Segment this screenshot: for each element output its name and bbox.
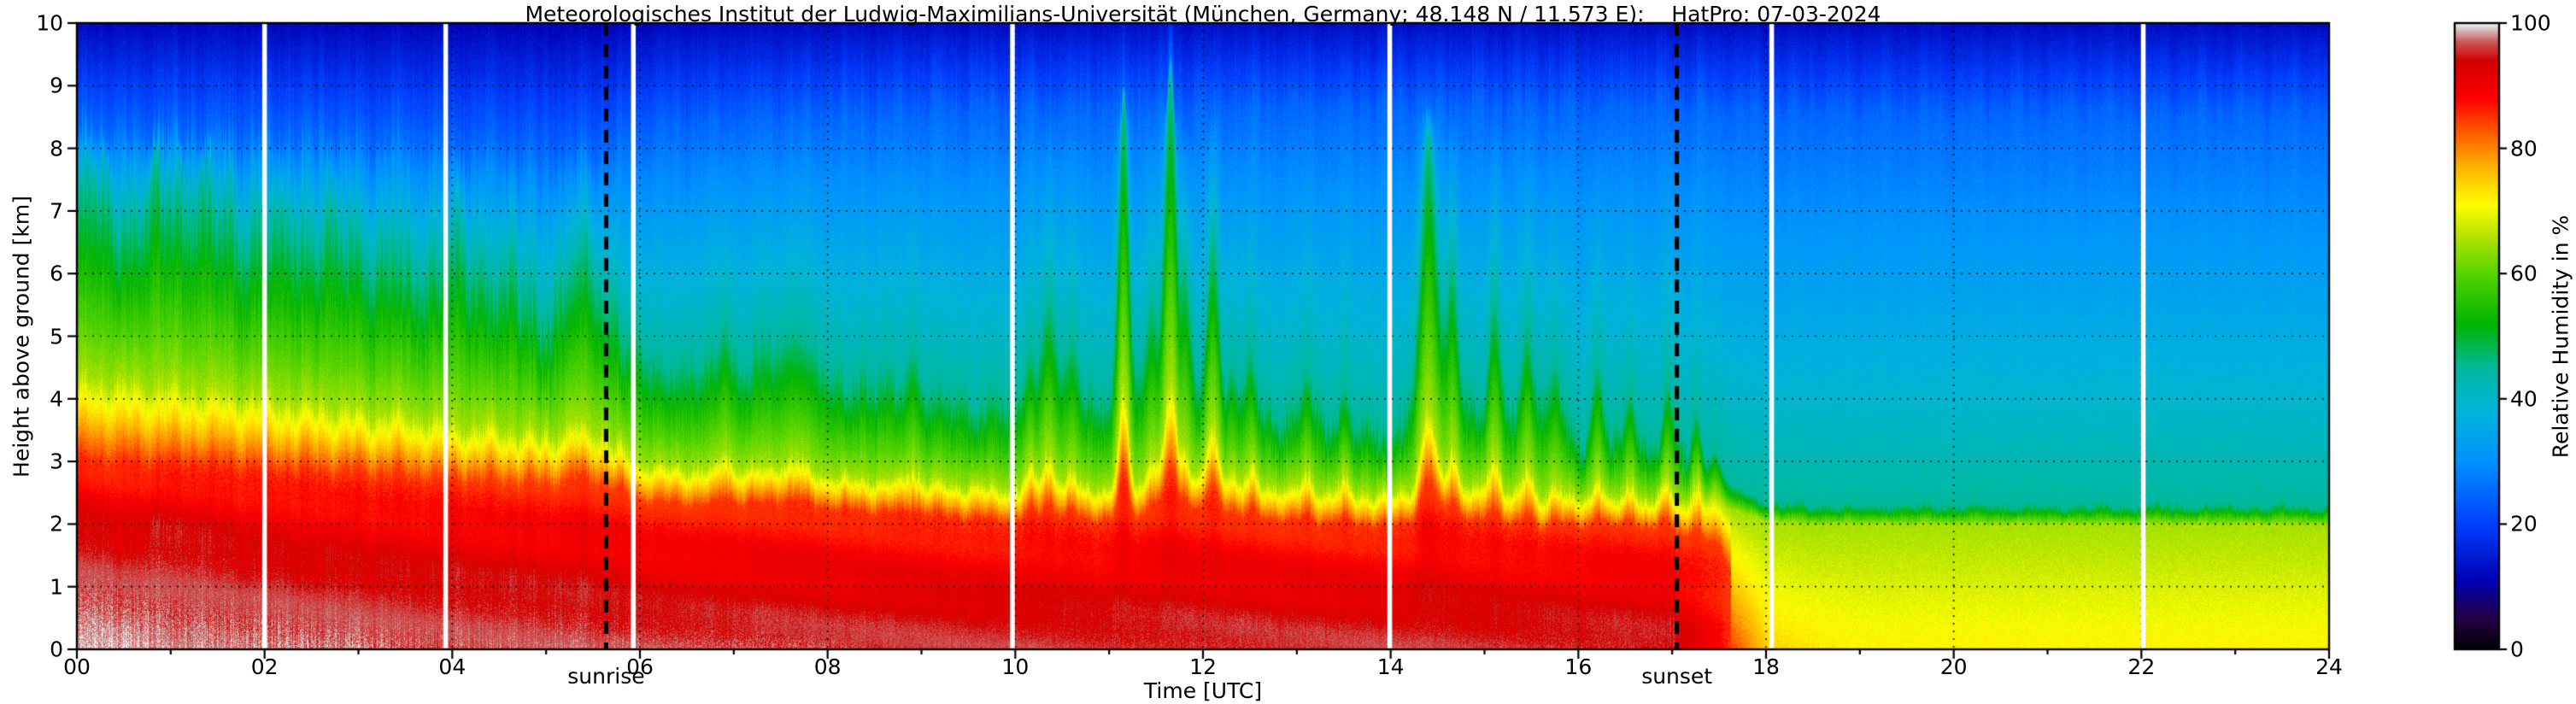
colorbar-tick-label: 40 [2510,386,2538,412]
y-tick-label: 7 [50,198,63,224]
y-tick-label: 5 [50,324,63,349]
y-axis-label: Height above ground [km] [9,196,34,478]
y-tick-label: 1 [50,574,63,600]
y-tick-label: 6 [50,261,63,286]
sunrise-label: sunrise [567,664,645,689]
x-tick-label: 12 [1189,654,1217,679]
sunset-label: sunset [1641,664,1713,689]
x-axis-label: Time [UTC] [1143,678,1263,703]
colorbar-tick-label: 100 [2510,10,2551,36]
colorbar-tick-label: 0 [2510,637,2524,662]
y-tick-label: 10 [36,10,63,36]
x-tick-label: 04 [438,654,466,679]
x-tick-label: 20 [1939,654,1968,679]
y-tick-label: 9 [50,73,63,98]
x-tick-label: 18 [1752,654,1780,679]
colorbar-tick-label: 80 [2510,136,2538,161]
x-tick-label: 22 [2127,654,2156,679]
x-tick-label: 24 [2315,654,2343,679]
x-tick-label: 02 [250,654,279,679]
y-tick-label: 8 [50,136,63,161]
y-tick-label: 4 [50,386,63,412]
colorbar-tick-label: 20 [2510,511,2538,537]
colorbar-tick-label: 60 [2510,261,2538,286]
y-tick-label: 0 [50,637,63,662]
y-tick-label: 3 [50,449,63,474]
x-tick-label: 08 [813,654,842,679]
x-tick-label: 16 [1564,654,1593,679]
chart-title: Meteorologisches Institut der Ludwig-Max… [525,2,1881,26]
x-tick-label: 00 [63,654,91,679]
colorbar-label: Relative Humidity in % [2548,214,2573,459]
x-tick-label: 14 [1376,654,1405,679]
y-tick-label: 2 [50,511,63,537]
x-tick-label: 10 [1001,654,1030,679]
x-tick-label: 06 [626,654,654,679]
